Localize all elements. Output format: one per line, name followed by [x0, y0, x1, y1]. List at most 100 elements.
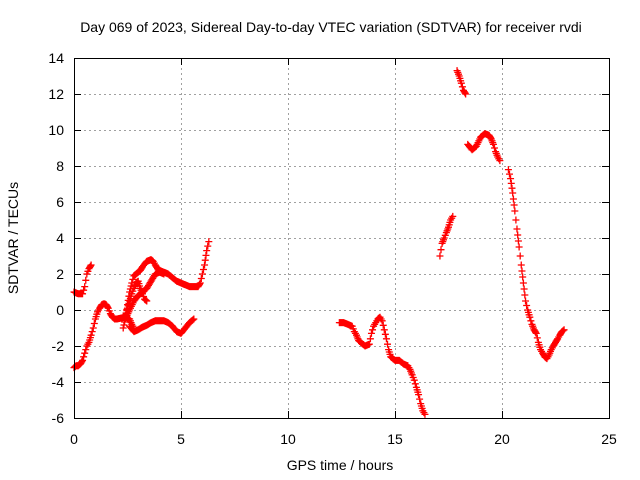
data-point	[533, 334, 541, 342]
grid	[74, 58, 609, 418]
data-point	[366, 335, 374, 343]
data-point	[507, 175, 515, 183]
data-point	[82, 276, 90, 284]
data-point	[559, 327, 567, 335]
data-point	[560, 326, 568, 334]
data-point	[509, 189, 517, 197]
data-point	[410, 376, 418, 384]
data-point	[190, 315, 198, 323]
data-point	[504, 166, 512, 174]
x-tick-label: 20	[494, 431, 510, 447]
data-point	[496, 157, 504, 165]
data-point	[489, 140, 497, 148]
y-tick-label: -2	[52, 338, 65, 354]
data-point	[120, 321, 128, 329]
data-point	[121, 318, 129, 326]
data-point	[82, 346, 90, 354]
x-tick-label: 15	[387, 431, 403, 447]
data-point	[457, 79, 465, 87]
data-point	[518, 267, 526, 275]
data-point	[449, 212, 457, 220]
data-point	[198, 270, 206, 278]
data-point	[367, 329, 375, 337]
y-tick-label: 4	[56, 230, 64, 246]
data-point	[523, 302, 531, 309]
y-tick-label: 14	[48, 50, 64, 66]
x-tick-label: 10	[280, 431, 296, 447]
data-point	[90, 320, 98, 327]
data-point	[491, 144, 499, 152]
data-point	[81, 283, 89, 291]
data-point	[129, 275, 137, 283]
data-point	[78, 358, 86, 366]
data-point	[201, 256, 209, 264]
data-point	[202, 251, 210, 259]
data-point	[81, 349, 89, 357]
data-point	[196, 280, 204, 288]
data-point	[203, 247, 211, 255]
data-point	[511, 207, 519, 215]
y-tick-label: 2	[56, 266, 64, 282]
y-tick-label: 8	[56, 158, 64, 174]
data-point	[532, 329, 540, 337]
data-point	[378, 317, 386, 325]
y-tick-label: 0	[56, 302, 64, 318]
data-point	[436, 252, 444, 260]
data-point	[365, 340, 373, 348]
data-point	[189, 316, 197, 324]
data-point	[379, 321, 387, 329]
data-point	[519, 279, 527, 287]
data-point	[88, 328, 96, 336]
data-point	[513, 225, 521, 233]
data-point	[458, 83, 466, 91]
data-point	[87, 331, 95, 339]
data-point	[509, 195, 517, 203]
y-axis-label: SDTVAR / TECUs	[5, 182, 21, 294]
data-point	[382, 335, 390, 343]
data-point	[104, 303, 112, 311]
data-point	[143, 297, 151, 305]
data-point	[461, 89, 469, 97]
data-point	[384, 340, 392, 348]
data-point	[80, 353, 88, 361]
data-point	[437, 246, 445, 254]
data-point	[86, 262, 94, 270]
data-point	[517, 261, 525, 269]
data-point	[522, 297, 530, 305]
data-point	[512, 216, 520, 224]
data-point	[87, 261, 95, 269]
x-axis-label: GPS time / hours	[287, 457, 394, 473]
data-point	[508, 184, 516, 192]
data-point	[160, 270, 168, 278]
data-point	[520, 285, 528, 293]
data-point	[519, 273, 527, 281]
data-point	[514, 231, 522, 239]
data-point	[411, 380, 419, 388]
data-point	[510, 201, 518, 209]
data-point	[197, 275, 205, 282]
x-tick-label: 0	[70, 431, 78, 447]
data-point	[79, 356, 87, 364]
data-point	[89, 324, 97, 332]
y-tick-label: 12	[48, 86, 64, 102]
data-point	[507, 179, 515, 187]
chart-title: Day 069 of 2023, Sidereal Day-to-day VTE…	[80, 19, 582, 35]
data-point	[369, 326, 377, 334]
data-point	[462, 90, 470, 98]
data-point	[205, 238, 213, 246]
data-point	[416, 395, 424, 403]
y-tick-label: 10	[48, 122, 64, 138]
data-point	[199, 266, 207, 273]
data-point	[515, 243, 523, 251]
data-point	[201, 261, 209, 269]
data-point	[79, 290, 87, 298]
data-point	[380, 326, 388, 334]
data-point	[505, 170, 513, 178]
y-tick-label: -6	[52, 410, 65, 426]
data-point	[80, 286, 88, 294]
data-point	[415, 391, 423, 399]
data-point	[532, 328, 540, 336]
data-point	[521, 291, 529, 299]
